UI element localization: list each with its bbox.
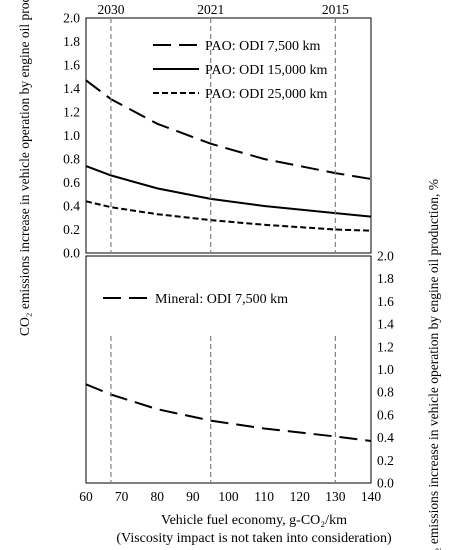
y-tick-label: 1.0 — [377, 362, 394, 377]
x-axis: 60 70 80 90 100 110 120 130 140 — [79, 489, 381, 504]
x-tick-label: 130 — [325, 489, 346, 504]
y-tick-label: 0.4 — [63, 199, 80, 214]
x-tick-label: 90 — [186, 489, 200, 504]
x-tick-label: 120 — [290, 489, 311, 504]
x-tick-label: 100 — [218, 489, 239, 504]
year-marker-label: 2030 — [97, 2, 124, 17]
y-tick-label: 0.4 — [377, 430, 394, 445]
y-tick-label: 1.2 — [377, 339, 394, 354]
y-tick-label: 0.8 — [377, 385, 394, 400]
y-tick-label: 1.4 — [63, 81, 80, 96]
legend-label: PAO: ODI 7,500 km — [205, 39, 320, 54]
y-tick-label: 0.6 — [63, 175, 80, 190]
y-tick-label: 1.4 — [377, 317, 394, 332]
y-tick-label: 0.2 — [63, 222, 80, 237]
top-y-axis-title: CO₂ emissions increase in vehicle operat… — [17, 0, 32, 336]
x-tick-label: 60 — [79, 489, 93, 504]
y-tick-label: 1.2 — [63, 105, 80, 120]
series-line — [85, 383, 372, 442]
x-tick-label: 140 — [361, 489, 382, 504]
y-tick-label: 0.2 — [377, 453, 394, 468]
y-tick-label: 0.6 — [377, 407, 394, 422]
top-panel: 0.0 0.2 0.4 0.6 0.8 1.0 1.2 1.4 1.6 1.8 2.0 PAO: OD… — [63, 11, 372, 261]
x-tick-label: 110 — [254, 489, 274, 504]
y-tick-label: 1.6 — [63, 58, 80, 73]
plot-frame — [85, 17, 372, 254]
y-tick-label: 1.0 — [63, 128, 80, 143]
plot-frame — [85, 255, 372, 484]
x-axis-subtitle: (Viscosity impact is not taken into cons… — [116, 531, 392, 546]
legend-label: PAO: ODI 15,000 km — [205, 63, 327, 78]
bottom-panel: 0.0 0.2 0.4 0.6 0.8 1.0 1.2 1.4 1.6 1.8 2.0 Mineral… — [85, 249, 394, 491]
x-tick-label: 70 — [115, 489, 129, 504]
y-tick-label: 2.0 — [63, 11, 80, 26]
y-tick-label: 1.8 — [377, 271, 394, 286]
year-marker-label: 2015 — [322, 2, 349, 17]
series-line — [85, 165, 372, 218]
year-marker-label: 2021 — [197, 2, 224, 17]
bottom-y-axis-title: CO₂ emissions increase in vehicle operat… — [426, 179, 441, 550]
y-tick-label: 0.0 — [377, 476, 394, 491]
x-tick-label: 80 — [151, 489, 165, 504]
year-markers: 2030 2021 2015 — [97, 2, 349, 483]
y-tick-label: 0.0 — [63, 246, 80, 261]
legend-label: PAO: ODI 25,000 km — [205, 87, 327, 102]
y-tick-label: 0.8 — [63, 152, 80, 167]
legend-label: Mineral: ODI 7,500 km — [155, 292, 288, 307]
y-tick-label: 1.8 — [63, 34, 80, 49]
y-tick-label: 1.6 — [377, 294, 394, 309]
series-line — [85, 200, 372, 232]
y-tick-label: 2.0 — [377, 249, 394, 264]
x-axis-title: Vehicle fuel economy, g-CO₂/km — [161, 513, 347, 528]
